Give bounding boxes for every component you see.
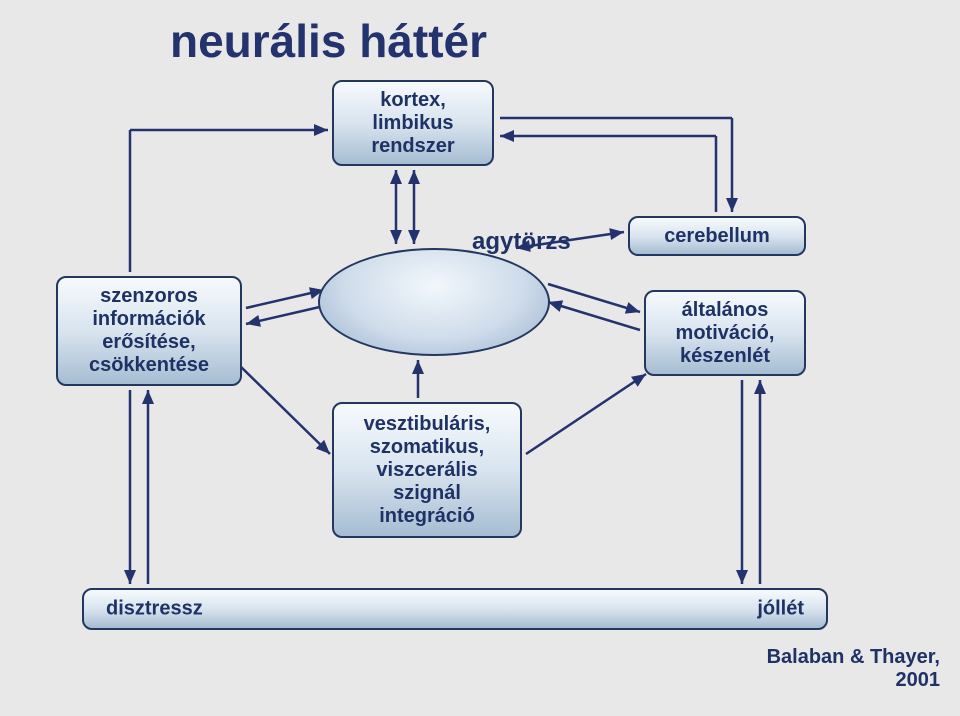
citation: Balaban & Thayer, 2001 — [680, 646, 940, 692]
ellipse-agytorzs-label: agytörzs — [472, 228, 571, 256]
page-title: neurális háttér — [170, 18, 487, 64]
box-kortex: kortex,limbikusrendszer — [332, 80, 494, 166]
box-szenzoros-text: szenzorosinformációkerősítése,csökkentés… — [68, 285, 230, 377]
ellipse-agytorzs — [318, 248, 550, 356]
box-altalanos-text: általánosmotiváció,készenlét — [656, 299, 794, 368]
box-kortex-text: kortex,limbikusrendszer — [344, 89, 482, 158]
box-szenzoros: szenzorosinformációkerősítése,csökkentés… — [56, 276, 242, 386]
slide: neurális háttér kortex,limbikusrendszer … — [0, 0, 960, 716]
bottom-bar-left: disztressz — [106, 598, 203, 621]
box-vesztib-text: vesztibuláris,szomatikus,viszcerálisszig… — [344, 413, 510, 528]
box-vesztib: vesztibuláris,szomatikus,viszcerálisszig… — [332, 402, 522, 538]
citation-line1: Balaban & Thayer, — [767, 646, 940, 668]
citation-line2: 2001 — [680, 669, 940, 692]
bottom-bar: disztressz jóllét — [82, 588, 828, 630]
bottom-bar-right: jóllét — [757, 598, 804, 621]
box-cerebellum: cerebellum — [628, 216, 806, 256]
box-cerebellum-text: cerebellum — [640, 225, 794, 248]
box-altalanos: általánosmotiváció,készenlét — [644, 290, 806, 376]
